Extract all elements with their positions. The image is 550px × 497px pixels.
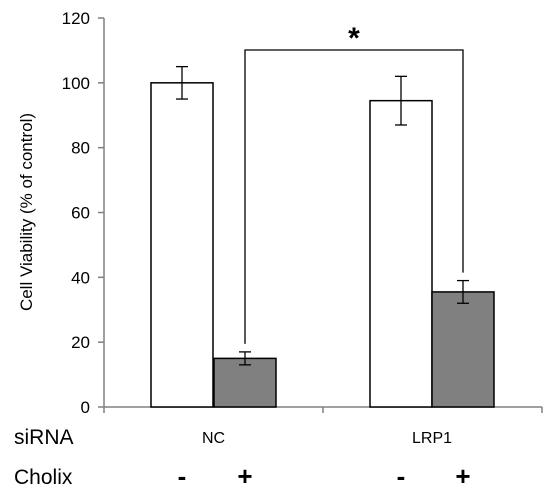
significance-bracket: * bbox=[244, 22, 464, 344]
bar-nc-cholix-minus bbox=[150, 82, 214, 408]
y-tick-label: 20 bbox=[71, 333, 90, 352]
y-tick-label: 60 bbox=[71, 204, 90, 223]
significance-star: * bbox=[348, 22, 360, 55]
error-bars bbox=[176, 65, 469, 366]
cholix-sign-plus: + bbox=[237, 461, 252, 491]
bar-nc-cholix-plus bbox=[213, 357, 277, 408]
group-label-lrp1: LRP1 bbox=[412, 430, 452, 447]
cholix-sign-minus: - bbox=[178, 461, 187, 491]
group-labels: NC LRP1 bbox=[202, 430, 452, 447]
significance-line bbox=[244, 49, 464, 344]
y-tick-label: 100 bbox=[62, 74, 90, 93]
bar-lrp1-cholix-minus bbox=[369, 99, 433, 408]
cholix-sign-plus: + bbox=[455, 461, 470, 491]
cholix-sign-minus: - bbox=[397, 461, 406, 491]
cholix-signs: - + - + bbox=[178, 461, 471, 491]
group-label-nc: NC bbox=[202, 430, 225, 447]
cholix-row-header: Cholix bbox=[14, 466, 73, 489]
bar-lrp1-cholix-plus bbox=[431, 291, 495, 408]
y-tick-label: 120 bbox=[62, 9, 90, 28]
y-tick-label: 0 bbox=[81, 398, 90, 417]
y-tick-label: 40 bbox=[71, 268, 90, 287]
y-axis-label: Cell Viability (% of control) bbox=[17, 113, 36, 311]
sirna-row-header: siRNA bbox=[14, 426, 74, 449]
bars bbox=[150, 82, 495, 408]
y-tick-label: 80 bbox=[71, 139, 90, 158]
